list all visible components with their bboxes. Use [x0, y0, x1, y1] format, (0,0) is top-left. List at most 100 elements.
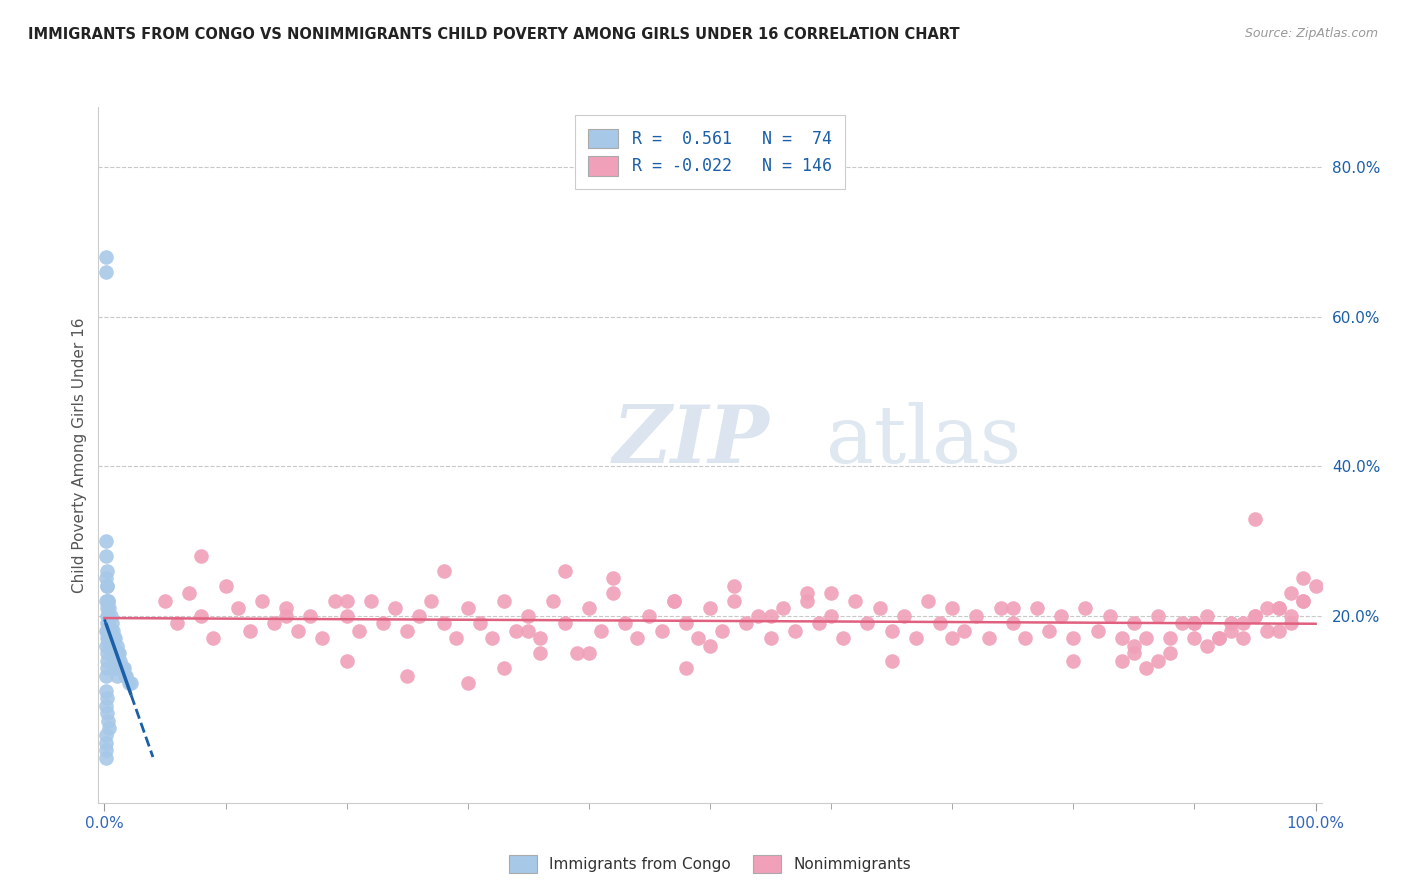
Point [114, 668, 136, 682]
Point [820, 608, 842, 623]
Point [323, 594, 346, 608]
Point [1292, 571, 1315, 585]
Point [856, 616, 879, 631]
Point [100, 624, 122, 638]
Point [96, 608, 118, 623]
Point [675, 616, 697, 631]
Point [104, 631, 127, 645]
Point [96, 646, 118, 660]
Point [103, 646, 125, 660]
Point [1111, 654, 1133, 668]
Point [1038, 624, 1060, 638]
Point [772, 601, 794, 615]
Point [96, 661, 118, 675]
Point [494, 661, 516, 675]
Point [276, 608, 298, 623]
Point [101, 654, 124, 668]
Legend: Immigrants from Congo, Nonimmigrants: Immigrants from Congo, Nonimmigrants [503, 849, 917, 879]
Point [98, 721, 121, 735]
Point [1184, 631, 1206, 645]
Point [336, 608, 359, 623]
Point [101, 624, 124, 638]
Point [98, 631, 121, 645]
Point [336, 594, 359, 608]
Point [105, 668, 128, 682]
Point [880, 654, 903, 668]
Point [711, 624, 734, 638]
Point [662, 594, 685, 608]
Point [602, 586, 624, 600]
Point [226, 601, 249, 615]
Point [747, 608, 769, 623]
Point [589, 624, 612, 638]
Point [94, 624, 117, 638]
Point [941, 631, 963, 645]
Point [554, 564, 576, 578]
Point [94, 729, 117, 743]
Point [1208, 631, 1230, 645]
Point [94, 594, 117, 608]
Point [1159, 646, 1181, 660]
Point [384, 601, 406, 615]
Point [96, 601, 118, 615]
Y-axis label: Child Poverty Among Girls Under 16: Child Poverty Among Girls Under 16 [72, 318, 87, 592]
Point [1159, 631, 1181, 645]
Point [94, 736, 117, 750]
Point [100, 616, 122, 631]
Point [98, 639, 121, 653]
Point [347, 624, 370, 638]
Point [97, 594, 120, 608]
Point [239, 624, 262, 638]
Point [214, 579, 236, 593]
Point [396, 624, 419, 638]
Point [1111, 631, 1133, 645]
Point [94, 683, 117, 698]
Point [662, 594, 685, 608]
Text: Source: ZipAtlas.com: Source: ZipAtlas.com [1244, 27, 1378, 40]
Point [1219, 624, 1241, 638]
Point [1050, 608, 1073, 623]
Point [250, 594, 273, 608]
Point [759, 631, 782, 645]
Point [100, 639, 122, 653]
Point [103, 661, 125, 675]
Point [1122, 639, 1144, 653]
Point [97, 624, 120, 638]
Point [686, 631, 709, 645]
Point [110, 661, 132, 675]
Point [1195, 639, 1218, 653]
Point [96, 631, 118, 645]
Point [120, 676, 142, 690]
Point [1279, 608, 1302, 623]
Point [97, 594, 120, 608]
Point [1268, 601, 1291, 615]
Point [626, 631, 648, 645]
Point [1026, 601, 1049, 615]
Point [1062, 631, 1084, 645]
Point [118, 676, 141, 690]
Point [94, 549, 117, 563]
Point [112, 661, 135, 675]
Point [94, 751, 117, 765]
Point [977, 631, 1000, 645]
Point [578, 601, 600, 615]
Point [1014, 631, 1036, 645]
Point [1135, 661, 1157, 675]
Point [808, 616, 831, 631]
Point [100, 646, 122, 660]
Point [699, 639, 721, 653]
Point [554, 616, 576, 631]
Point [96, 564, 118, 578]
Point [97, 608, 120, 623]
Point [111, 661, 134, 675]
Point [110, 654, 132, 668]
Point [1195, 608, 1218, 623]
Point [115, 668, 138, 682]
Point [1147, 654, 1170, 668]
Point [94, 743, 117, 757]
Point [796, 594, 818, 608]
Point [1244, 608, 1267, 623]
Point [1087, 624, 1109, 638]
Point [105, 639, 128, 653]
Point [97, 624, 120, 638]
